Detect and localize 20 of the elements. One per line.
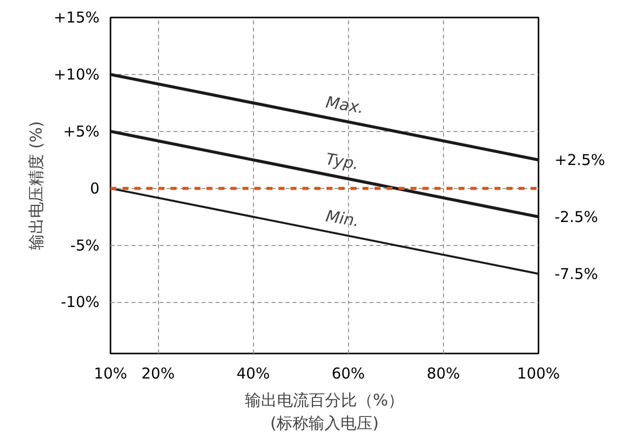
y-tick-label: +5% bbox=[63, 122, 100, 140]
y-tick-label: -5% bbox=[70, 236, 100, 254]
y-tick-label: +15% bbox=[54, 8, 100, 26]
data-label: +2.5% bbox=[554, 150, 606, 169]
y-tick-label: 0 bbox=[90, 179, 100, 198]
text: Typ. bbox=[324, 149, 360, 174]
y-tick-label: -10% bbox=[60, 293, 100, 312]
data-label: -7.5% bbox=[554, 264, 598, 283]
x-tick-label: 80% bbox=[426, 364, 460, 382]
data-label: -2.5% bbox=[554, 208, 598, 226]
x-tick-label: 10% bbox=[94, 364, 128, 382]
text: Max. bbox=[324, 92, 366, 118]
y-axis-title: 输出电压精度 (%) bbox=[26, 121, 46, 250]
x-tick-label: 20% bbox=[141, 364, 175, 382]
text: Min. bbox=[324, 206, 361, 230]
x-tick-label: 100% bbox=[517, 364, 560, 382]
x-tick-label: 40% bbox=[236, 364, 270, 382]
y-tick-label: +10% bbox=[54, 65, 100, 84]
x-axis-title: 输出电流百分比（%） (标称输入电压) bbox=[244, 390, 404, 432]
x-tick-label: 60% bbox=[332, 364, 365, 382]
